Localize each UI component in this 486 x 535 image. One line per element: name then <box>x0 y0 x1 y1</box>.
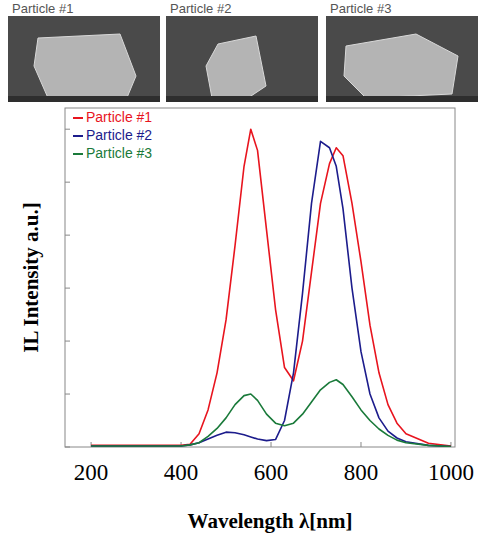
legend-swatch <box>73 135 83 137</box>
sem-image <box>8 16 160 102</box>
image-ground <box>166 16 318 102</box>
x-tick-label: 800 <box>344 460 379 485</box>
legend-swatch <box>73 117 83 119</box>
x-tick-label: 200 <box>74 460 109 485</box>
legend: Particle #1 Particle #2 Particle #3 <box>73 109 152 161</box>
lines <box>91 129 451 446</box>
image-info-bar <box>8 96 160 102</box>
series-line <box>91 129 451 446</box>
image-ground <box>8 16 160 102</box>
x-tick-label: 600 <box>254 460 289 485</box>
legend-swatch <box>73 153 83 155</box>
series-line <box>91 380 451 447</box>
particle-shape <box>34 34 136 100</box>
image-label: Particle #3 <box>330 1 391 16</box>
legend-label: Particle #1 <box>86 109 152 125</box>
y-axis-title: IL Intensity a.u.] <box>19 202 43 353</box>
sem-image <box>166 16 318 102</box>
x-axis-title: Wavelength λ[nm] <box>188 509 353 533</box>
plot-frame <box>65 108 455 447</box>
y-tick <box>65 288 70 289</box>
image-ground <box>326 16 478 102</box>
y-tick <box>65 447 70 448</box>
image-label: Particle #2 <box>170 1 231 16</box>
y-tick <box>65 235 70 236</box>
image-info-bar <box>326 96 478 102</box>
particle-shape <box>206 36 266 98</box>
y-tick <box>65 182 70 183</box>
x-tick <box>360 442 361 447</box>
sem-image <box>326 16 478 102</box>
x-tick <box>271 442 272 447</box>
image-info-bar <box>166 96 318 102</box>
y-tick <box>65 394 70 395</box>
image-label: Particle #1 <box>12 1 73 16</box>
legend-label: Particle #3 <box>86 145 152 161</box>
series-line <box>91 141 451 446</box>
legend-label: Particle #2 <box>86 127 152 143</box>
particle-shape <box>344 34 458 98</box>
y-tick <box>65 341 70 342</box>
x-tick-label: 400 <box>164 460 199 485</box>
y-tick <box>65 129 70 130</box>
figure: Particle #1 Particle #2 Particle #3 200 400 6… <box>0 0 486 535</box>
x-tick-label: 1000 <box>428 460 474 485</box>
